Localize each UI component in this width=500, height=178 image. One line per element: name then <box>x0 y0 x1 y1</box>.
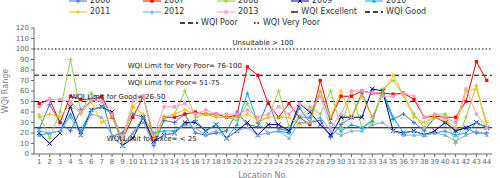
svg-text:38: 38 <box>420 158 429 166</box>
html-text:WQI Excellent: WQI Excellent <box>301 7 357 16</box>
svg-text:37: 37 <box>409 158 418 166</box>
svg-text:24: 24 <box>274 158 283 166</box>
svg-text:1: 1 <box>37 158 41 166</box>
svg-text:28: 28 <box>316 158 325 166</box>
svg-text:11: 11 <box>139 158 148 166</box>
svg-text:14: 14 <box>170 158 179 166</box>
svg-text:5: 5 <box>79 158 83 166</box>
svg-text:WQI Limit for Exce= < 25: WQI Limit for Exce= < 25 <box>107 135 197 143</box>
svg-text:27: 27 <box>305 158 314 166</box>
svg-text:31: 31 <box>347 158 356 166</box>
svg-text:Location No.: Location No. <box>238 171 288 178</box>
svg-text:19: 19 <box>222 158 231 166</box>
svg-text:30: 30 <box>20 119 29 127</box>
svg-text:17: 17 <box>201 158 210 166</box>
svg-text:42: 42 <box>462 158 471 166</box>
svg-text:60: 60 <box>20 87 29 95</box>
svg-text:32: 32 <box>357 158 366 166</box>
svg-text:80: 80 <box>20 66 29 74</box>
svg-text:40: 40 <box>20 108 29 116</box>
svg-text:25: 25 <box>285 158 294 166</box>
svg-text:15: 15 <box>180 158 189 166</box>
svg-text:2: 2 <box>47 158 51 166</box>
svg-text:90: 90 <box>20 56 29 64</box>
svg-text:34: 34 <box>378 158 387 166</box>
svg-text:Unsuitable > 100: Unsuitable > 100 <box>233 39 294 47</box>
svg-text:WQI Limit for Poor= 51-75: WQI Limit for Poor= 51-75 <box>128 79 220 87</box>
svg-text:20: 20 <box>233 158 242 166</box>
svg-text:13: 13 <box>160 158 169 166</box>
svg-text:0: 0 <box>25 150 29 158</box>
html-text:WQI Poor: WQI Poor <box>201 18 238 27</box>
svg-text:18: 18 <box>212 158 221 166</box>
svg-text:43: 43 <box>472 158 481 166</box>
svg-text:70: 70 <box>20 77 29 85</box>
svg-text:100: 100 <box>16 45 29 53</box>
svg-text:44: 44 <box>482 158 491 166</box>
svg-text:33: 33 <box>368 158 377 166</box>
svg-text:26: 26 <box>295 158 304 166</box>
svg-text:10: 10 <box>128 158 137 166</box>
svg-text:WQI Limit for Good= 26-50: WQI Limit for Good= 26-50 <box>70 93 165 101</box>
html-text:WQI Good: WQI Good <box>386 7 427 16</box>
svg-text:39: 39 <box>430 158 439 166</box>
svg-text:41: 41 <box>451 158 460 166</box>
svg-text:120: 120 <box>16 24 29 32</box>
svg-text:30: 30 <box>337 158 346 166</box>
svg-text:36: 36 <box>399 158 408 166</box>
svg-text:8: 8 <box>110 158 114 166</box>
svg-text:3: 3 <box>58 158 62 166</box>
svg-text:12: 12 <box>149 158 158 166</box>
svg-text:WQI Limit for Very Poor= 76-10: WQI Limit for Very Poor= 76-100 <box>128 62 242 70</box>
svg-text:10: 10 <box>20 140 29 148</box>
svg-text:WQI Range: WQI Range <box>8 69 10 114</box>
svg-text:23: 23 <box>264 158 273 166</box>
svg-text:6: 6 <box>89 158 94 166</box>
html-text:2011: 2011 <box>90 7 111 16</box>
svg-text:21: 21 <box>243 158 252 166</box>
svg-text:110: 110 <box>16 35 29 43</box>
svg-text:20: 20 <box>20 129 29 137</box>
svg-text:29: 29 <box>326 158 335 166</box>
svg-text:22: 22 <box>253 158 262 166</box>
svg-text:35: 35 <box>389 158 398 166</box>
svg-text:7: 7 <box>99 158 103 166</box>
svg-text:4: 4 <box>68 158 73 166</box>
svg-text:40: 40 <box>441 158 450 166</box>
svg-text:16: 16 <box>191 158 200 166</box>
html-text:2013: 2013 <box>238 7 259 16</box>
svg-text:9: 9 <box>120 158 124 166</box>
svg-text:50: 50 <box>20 98 29 106</box>
html-text:2012: 2012 <box>164 7 185 16</box>
html-text:WQI Very Poor: WQI Very Poor <box>262 18 320 27</box>
